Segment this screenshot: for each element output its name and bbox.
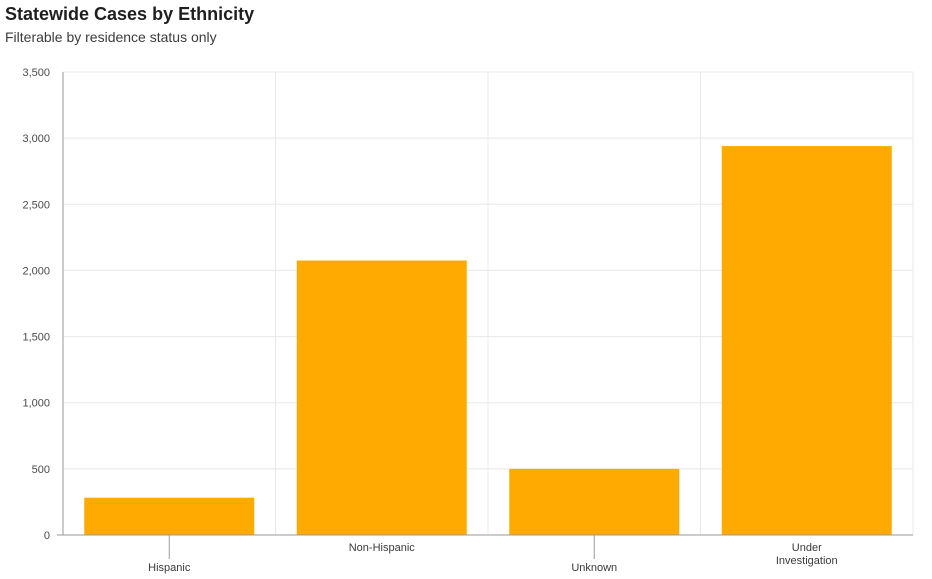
- axes: [57, 72, 913, 559]
- x-tick-label-line: Non-Hispanic: [349, 542, 416, 554]
- y-tick-label: 1,500: [22, 332, 50, 344]
- y-tick-label: 3,500: [22, 67, 50, 79]
- x-tick-label: Non-Hispanic: [349, 542, 416, 554]
- y-tick-label: 2,000: [22, 265, 50, 277]
- axis-labels: 0 500 1,000 1,500 2,000 2,500 3,000 3,500 Hispan…: [22, 67, 837, 574]
- x-tick-label: Unknown: [571, 562, 617, 574]
- chart-subtitle: Filterable by residence status only: [5, 29, 217, 45]
- bars: [84, 146, 892, 535]
- bar-unknown: [509, 468, 680, 535]
- x-tick-label-line: Under: [792, 542, 822, 554]
- x-tick-label-line: Investigation: [776, 555, 838, 567]
- y-tick-label: 3,000: [22, 133, 50, 145]
- y-tick-label: 1,000: [22, 398, 50, 410]
- x-tick-label: Under Investigation: [776, 542, 838, 567]
- x-tick-label: Hispanic: [148, 562, 191, 574]
- bar-under-investigation: [721, 146, 892, 535]
- chart-title: Statewide Cases by Ethnicity: [5, 4, 255, 24]
- x-tick-label-line: Hispanic: [148, 562, 191, 574]
- y-tick-label: 500: [32, 464, 50, 476]
- bar-non-hispanic: [296, 260, 467, 535]
- y-tick-label: 2,500: [22, 199, 50, 211]
- y-tick-label: 0: [44, 530, 50, 542]
- x-tick-label-line: Unknown: [571, 562, 617, 574]
- bar-hispanic: [84, 497, 255, 535]
